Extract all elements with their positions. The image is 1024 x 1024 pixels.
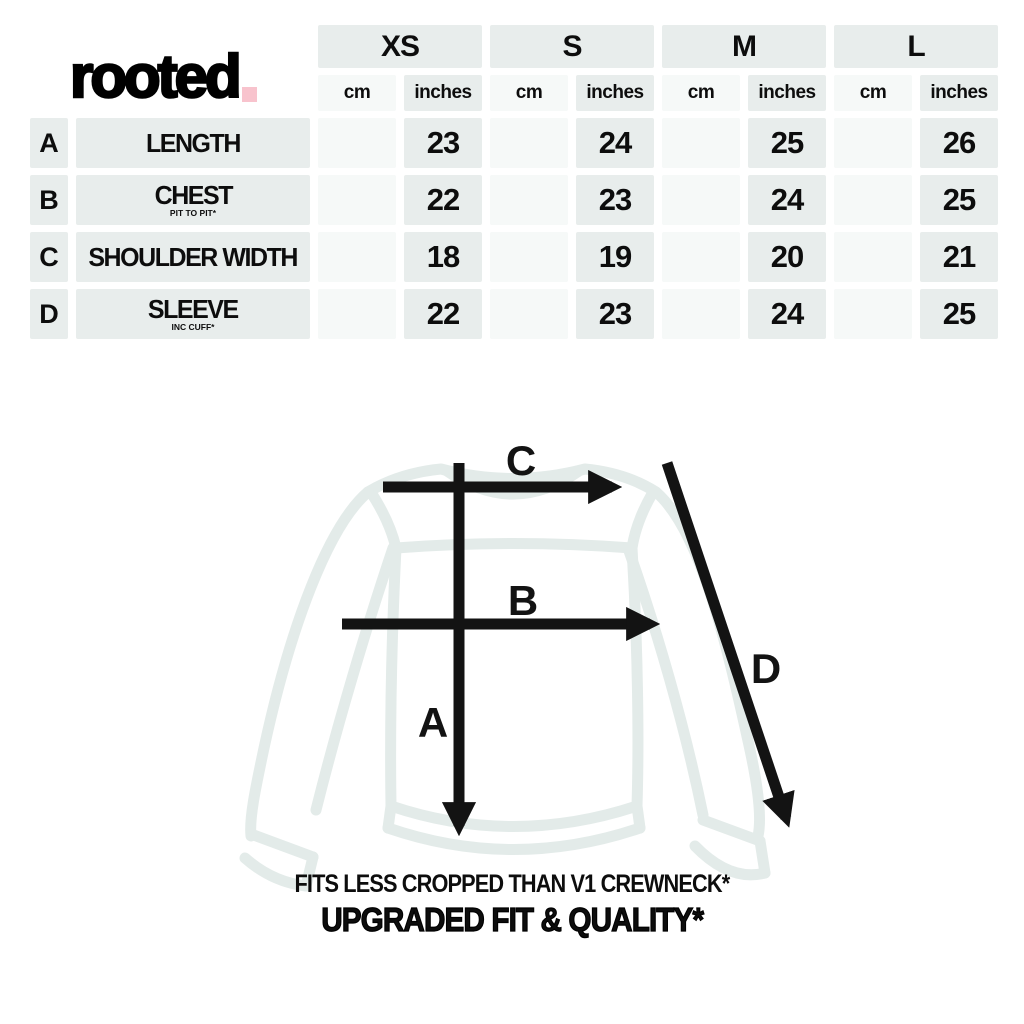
cell-shoulder-l-cm — [834, 232, 912, 282]
footer-notes: FITS LESS CROPPED THAN V1 CREWNECK* UPGR… — [0, 872, 1024, 938]
cell-shoulder-s-cm — [490, 232, 568, 282]
cell-sleeve-l-cm — [834, 289, 912, 339]
measurement-note: INC CUFF* — [171, 322, 215, 333]
row-key-sleeve: D — [30, 289, 68, 339]
cell-sleeve-s-inches: 23 — [576, 289, 654, 339]
cell-sleeve-s-cm — [490, 289, 568, 339]
measurement-label: SLEEVE — [148, 294, 239, 325]
cell-sleeve-m-cm — [662, 289, 740, 339]
cell-chest-m-inches: 24 — [748, 175, 826, 225]
row-name-shoulder-width: SHOULDER WIDTH — [76, 232, 310, 282]
diagram-label-c: C — [506, 437, 536, 484]
sweatshirt-outline — [239, 463, 771, 892]
cell-sleeve-xs-inches: 22 — [404, 289, 482, 339]
diagram-label-a: A — [418, 699, 448, 746]
size-header-m: M — [662, 25, 826, 68]
cell-length-s-inches: 24 — [576, 118, 654, 168]
garment-diagram: C B A D — [239, 437, 795, 892]
cell-shoulder-m-inches: 20 — [748, 232, 826, 282]
cell-sleeve-m-inches: 24 — [748, 289, 826, 339]
unit-header-inches: inches — [404, 75, 482, 111]
size-header-s: S — [490, 25, 654, 68]
unit-header-inches: inches — [920, 75, 998, 111]
cell-shoulder-s-inches: 19 — [576, 232, 654, 282]
cell-length-xs-inches: 23 — [404, 118, 482, 168]
cell-shoulder-m-cm — [662, 232, 740, 282]
footer-note-fit-text: FITS LESS CROPPED THAN V1 CREWNECK* — [294, 870, 731, 898]
unit-header-inches: inches — [748, 75, 826, 111]
cell-chest-xs-cm — [318, 175, 396, 225]
cell-chest-xs-inches: 22 — [404, 175, 482, 225]
measurement-label: CHEST — [154, 180, 233, 211]
brand-logo: rooted — [69, 43, 257, 110]
cell-length-s-cm — [490, 118, 568, 168]
row-key-shoulder-width: C — [30, 232, 68, 282]
unit-header-cm: cm — [318, 75, 396, 111]
row-key-chest: B — [30, 175, 68, 225]
footer-note-quality-text: UPGRADED FIT & QUALITY* — [321, 901, 705, 938]
cell-chest-s-inches: 23 — [576, 175, 654, 225]
unit-header-cm: cm — [490, 75, 568, 111]
unit-header-cm: cm — [662, 75, 740, 111]
cell-chest-m-cm — [662, 175, 740, 225]
size-table: XS S M L cm inches cm inches cm inches c… — [30, 25, 998, 339]
brand-logo-period-mark — [241, 87, 257, 102]
row-name-chest: CHEST PIT TO PIT* — [76, 175, 310, 225]
unit-header-inches: inches — [576, 75, 654, 111]
diagram-label-d: D — [751, 645, 781, 692]
cell-chest-l-cm — [834, 175, 912, 225]
cell-length-l-cm — [834, 118, 912, 168]
cell-shoulder-xs-inches: 18 — [404, 232, 482, 282]
cell-shoulder-xs-cm — [318, 232, 396, 282]
unit-header-cm: cm — [834, 75, 912, 111]
cell-length-l-inches: 26 — [920, 118, 998, 168]
cell-chest-l-inches: 25 — [920, 175, 998, 225]
cell-chest-s-cm — [490, 175, 568, 225]
size-header-l: L — [834, 25, 998, 68]
cell-shoulder-l-inches: 21 — [920, 232, 998, 282]
cell-sleeve-xs-cm — [318, 289, 396, 339]
arrow-d-sleeve — [661, 461, 795, 828]
measurement-label: SHOULDER WIDTH — [88, 242, 299, 272]
cell-length-xs-cm — [318, 118, 396, 168]
footer-note-fit: FITS LESS CROPPED THAN V1 CREWNECK* — [0, 872, 1024, 897]
cell-length-m-cm — [662, 118, 740, 168]
cell-sleeve-l-inches: 25 — [920, 289, 998, 339]
brand-logo-text: rooted — [69, 43, 243, 110]
cell-length-m-inches: 25 — [748, 118, 826, 168]
row-name-sleeve: SLEEVE INC CUFF* — [76, 289, 310, 339]
size-header-xs: XS — [318, 25, 482, 68]
measurement-label: LENGTH — [146, 128, 241, 158]
row-name-length: LENGTH — [76, 118, 310, 168]
measurement-note: PIT TO PIT* — [169, 208, 217, 219]
diagram-label-b: B — [508, 577, 538, 624]
row-key-length: A — [30, 118, 68, 168]
footer-note-quality: UPGRADED FIT & QUALITY* — [0, 901, 1024, 938]
